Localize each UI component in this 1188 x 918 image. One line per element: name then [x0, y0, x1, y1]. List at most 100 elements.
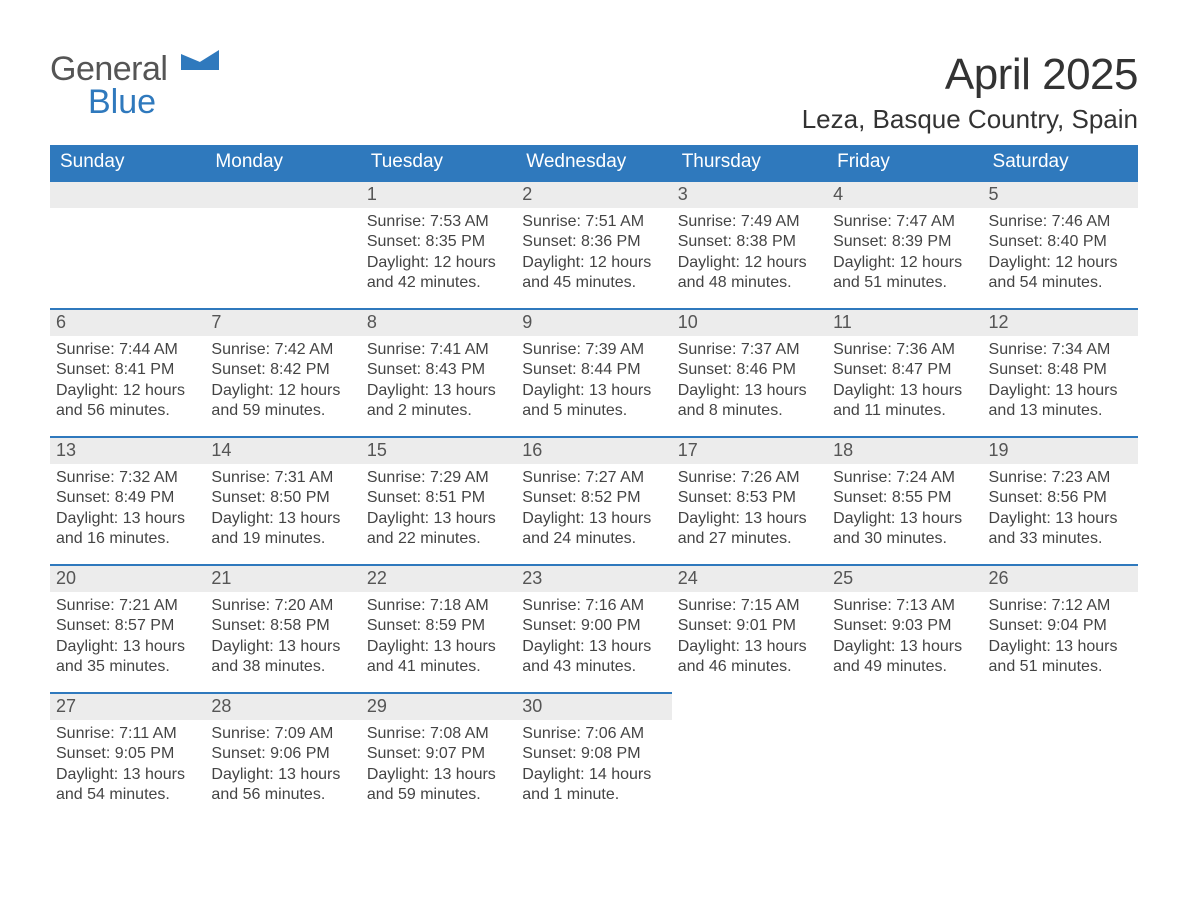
calendar-week-row: 27Sunrise: 7:11 AMSunset: 9:05 PMDayligh…	[50, 692, 1138, 820]
calendar-cell: 29Sunrise: 7:08 AMSunset: 9:07 PMDayligh…	[361, 692, 516, 820]
day-details: Sunrise: 7:31 AMSunset: 8:50 PMDaylight:…	[205, 464, 360, 558]
day-number-bar-empty	[205, 180, 360, 208]
daylight-text: Daylight: 13 hours and 8 minutes.	[678, 381, 821, 422]
day-number: 12	[983, 308, 1138, 336]
calendar-cell: 3 Sunrise: 7:49 AMSunset: 8:38 PMDaylight…	[672, 180, 827, 308]
sunset-text: Sunset: 9:01 PM	[678, 616, 821, 636]
sunset-text: Sunset: 9:04 PM	[989, 616, 1132, 636]
day-details: Sunrise: 7:23 AMSunset: 8:56 PMDaylight:…	[983, 464, 1138, 558]
day-details: Sunrise: 7:53 AMSunset: 8:35 PMDaylight:…	[361, 208, 516, 302]
calendar-cell: 8Sunrise: 7:41 AMSunset: 8:43 PMDaylight…	[361, 308, 516, 436]
calendar-cell: 21Sunrise: 7:20 AMSunset: 8:58 PMDayligh…	[205, 564, 360, 692]
sunrise-text: Sunrise: 7:06 AM	[522, 724, 665, 744]
sunrise-text: Sunrise: 7:37 AM	[678, 340, 821, 360]
calendar-cell: 2Sunrise: 7:51 AMSunset: 8:36 PMDaylight…	[516, 180, 671, 308]
sunrise-text: Sunrise: 7:46 AM	[989, 212, 1132, 232]
day-number: 15	[361, 436, 516, 464]
day-number: 27	[50, 692, 205, 720]
calendar-cell	[672, 692, 827, 820]
daylight-text: Daylight: 13 hours and 41 minutes.	[367, 637, 510, 678]
day-details: Sunrise: 7:06 AMSunset: 9:08 PMDaylight:…	[516, 720, 671, 814]
day-details: Sunrise: 7:37 AMSunset: 8:46 PMDaylight:…	[672, 336, 827, 430]
calendar-cell: 19Sunrise: 7:23 AMSunset: 8:56 PMDayligh…	[983, 436, 1138, 564]
day-number: 26	[983, 564, 1138, 592]
sunrise-text: Sunrise: 7:29 AM	[367, 468, 510, 488]
sunrise-text: Sunrise: 7:44 AM	[56, 340, 199, 360]
sunset-text: Sunset: 8:57 PM	[56, 616, 199, 636]
daylight-text: Daylight: 13 hours and 13 minutes.	[989, 381, 1132, 422]
day-details: Sunrise: 7:11 AMSunset: 9:05 PMDaylight:…	[50, 720, 205, 814]
sunrise-text: Sunrise: 7:31 AM	[211, 468, 354, 488]
calendar-cell: 18Sunrise: 7:24 AMSunset: 8:55 PMDayligh…	[827, 436, 982, 564]
day-number: 7	[205, 308, 360, 336]
day-number: 20	[50, 564, 205, 592]
calendar-cell: 23Sunrise: 7:16 AMSunset: 9:00 PMDayligh…	[516, 564, 671, 692]
daylight-text: Daylight: 12 hours and 48 minutes.	[678, 253, 821, 294]
daylight-text: Daylight: 13 hours and 56 minutes.	[211, 765, 354, 806]
sunrise-text: Sunrise: 7:42 AM	[211, 340, 354, 360]
day-number: 25	[827, 564, 982, 592]
location: Leza, Basque Country, Spain	[802, 104, 1138, 135]
day-number: 18	[827, 436, 982, 464]
sunrise-text: Sunrise: 7:41 AM	[367, 340, 510, 360]
daylight-text: Daylight: 13 hours and 43 minutes.	[522, 637, 665, 678]
sunrise-text: Sunrise: 7:39 AM	[522, 340, 665, 360]
sunset-text: Sunset: 8:36 PM	[522, 232, 665, 252]
sunset-text: Sunset: 8:38 PM	[678, 232, 821, 252]
daylight-text: Daylight: 13 hours and 38 minutes.	[211, 637, 354, 678]
sunset-text: Sunset: 8:44 PM	[522, 360, 665, 380]
daylight-text: Daylight: 13 hours and 33 minutes.	[989, 509, 1132, 550]
sunset-text: Sunset: 9:00 PM	[522, 616, 665, 636]
daylight-text: Daylight: 13 hours and 49 minutes.	[833, 637, 976, 678]
day-details: Sunrise: 7:32 AMSunset: 8:49 PMDaylight:…	[50, 464, 205, 558]
sunrise-text: Sunrise: 7:32 AM	[56, 468, 199, 488]
sunrise-text: Sunrise: 7:23 AM	[989, 468, 1132, 488]
day-details: Sunrise: 7:15 AMSunset: 9:01 PMDaylight:…	[672, 592, 827, 686]
weekday-header: Wednesday	[516, 145, 671, 180]
sunset-text: Sunset: 8:42 PM	[211, 360, 354, 380]
day-number: 22	[361, 564, 516, 592]
daylight-text: Daylight: 13 hours and 46 minutes.	[678, 637, 821, 678]
weekday-header: Friday	[827, 145, 982, 180]
daylight-text: Daylight: 13 hours and 35 minutes.	[56, 637, 199, 678]
calendar-cell: 9 Sunrise: 7:39 AMSunset: 8:44 PMDaylight…	[516, 308, 671, 436]
title-block: April 2025 Leza, Basque Country, Spain	[802, 50, 1138, 135]
calendar-cell: 6Sunrise: 7:44 AMSunset: 8:41 PMDaylight…	[50, 308, 205, 436]
sunset-text: Sunset: 8:48 PM	[989, 360, 1132, 380]
calendar-cell: 25Sunrise: 7:13 AMSunset: 9:03 PMDayligh…	[827, 564, 982, 692]
day-number: 2	[516, 180, 671, 208]
sunrise-text: Sunrise: 7:49 AM	[678, 212, 821, 232]
weekday-header: Tuesday	[361, 145, 516, 180]
day-details: Sunrise: 7:42 AMSunset: 8:42 PMDaylight:…	[205, 336, 360, 430]
day-details: Sunrise: 7:44 AMSunset: 8:41 PMDaylight:…	[50, 336, 205, 430]
day-details: Sunrise: 7:24 AMSunset: 8:55 PMDaylight:…	[827, 464, 982, 558]
sunrise-text: Sunrise: 7:16 AM	[522, 596, 665, 616]
daylight-text: Daylight: 13 hours and 54 minutes.	[56, 765, 199, 806]
calendar-cell: 7Sunrise: 7:42 AMSunset: 8:42 PMDaylight…	[205, 308, 360, 436]
day-number: 3	[672, 180, 827, 208]
weekday-header: Thursday	[672, 145, 827, 180]
daylight-text: Daylight: 13 hours and 27 minutes.	[678, 509, 821, 550]
calendar-week-row: 1Sunrise: 7:53 AMSunset: 8:35 PMDaylight…	[50, 180, 1138, 308]
daylight-text: Daylight: 13 hours and 16 minutes.	[56, 509, 199, 550]
sunset-text: Sunset: 9:03 PM	[833, 616, 976, 636]
daylight-text: Daylight: 12 hours and 54 minutes.	[989, 253, 1132, 294]
calendar-table: SundayMondayTuesdayWednesdayThursdayFrid…	[50, 145, 1138, 820]
calendar-week-row: 20Sunrise: 7:21 AMSunset: 8:57 PMDayligh…	[50, 564, 1138, 692]
sunrise-text: Sunrise: 7:18 AM	[367, 596, 510, 616]
daylight-text: Daylight: 14 hours and 1 minute.	[522, 765, 665, 806]
daylight-text: Daylight: 12 hours and 59 minutes.	[211, 381, 354, 422]
daylight-text: Daylight: 13 hours and 5 minutes.	[522, 381, 665, 422]
day-details: Sunrise: 7:20 AMSunset: 8:58 PMDaylight:…	[205, 592, 360, 686]
day-number: 28	[205, 692, 360, 720]
day-number: 24	[672, 564, 827, 592]
day-number: 8	[361, 308, 516, 336]
sunrise-text: Sunrise: 7:15 AM	[678, 596, 821, 616]
day-number: 9	[516, 308, 671, 336]
daylight-text: Daylight: 12 hours and 56 minutes.	[56, 381, 199, 422]
calendar-cell: 22Sunrise: 7:18 AMSunset: 8:59 PMDayligh…	[361, 564, 516, 692]
sunrise-text: Sunrise: 7:36 AM	[833, 340, 976, 360]
weekday-header-row: SundayMondayTuesdayWednesdayThursdayFrid…	[50, 145, 1138, 180]
calendar-cell: 15Sunrise: 7:29 AMSunset: 8:51 PMDayligh…	[361, 436, 516, 564]
sunrise-text: Sunrise: 7:47 AM	[833, 212, 976, 232]
